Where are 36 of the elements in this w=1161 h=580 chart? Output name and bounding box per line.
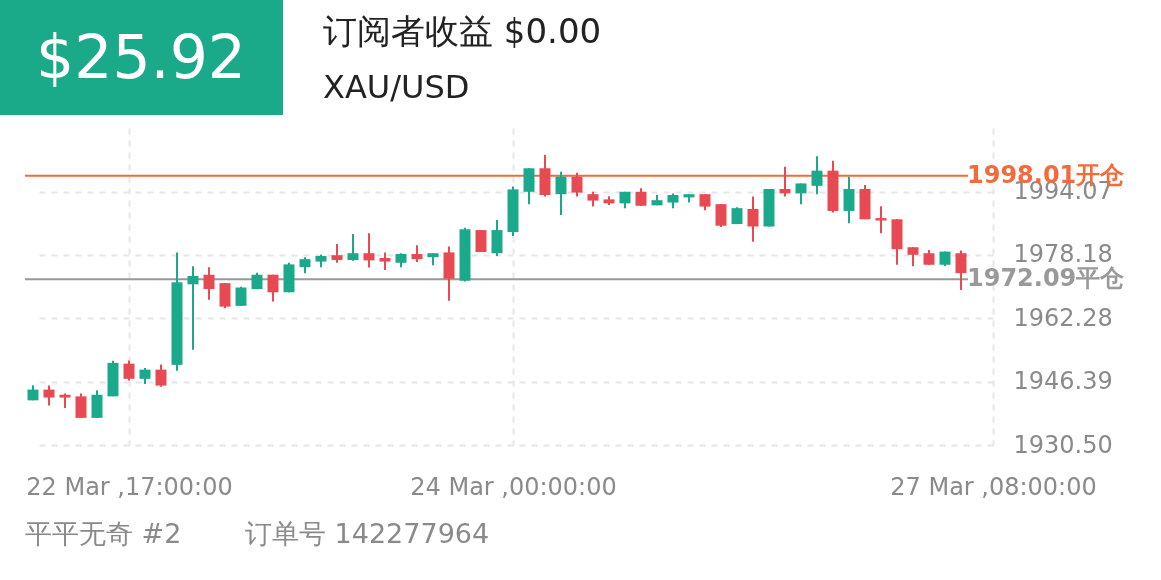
candlestick	[123, 359, 135, 382]
candlestick	[347, 233, 359, 262]
candlestick	[747, 195, 759, 243]
candlestick	[811, 155, 823, 196]
text: 订单号 142277964	[245, 518, 490, 549]
y-tick-label: 1930.50	[1013, 430, 1113, 459]
candlestick	[523, 167, 535, 206]
x-tick-label: 27 Mar ,08:00:00	[890, 472, 1097, 501]
candlestick	[75, 392, 87, 419]
y-tick-label: 1962.28	[1013, 303, 1113, 332]
y-tick-label: 1946.39	[1013, 367, 1113, 396]
candlestick	[843, 175, 855, 225]
chart-title: 订阅者收益 $0.00	[323, 11, 602, 51]
candlestick	[779, 165, 791, 198]
candlestick	[491, 219, 503, 257]
candlestick	[795, 182, 807, 206]
candlestick	[555, 170, 567, 216]
candlestick	[267, 273, 279, 303]
x-tick-label: 24 Mar ,00:00:00	[410, 472, 617, 501]
candlestick	[331, 243, 343, 264]
candlestick	[155, 363, 167, 388]
candlestick	[187, 265, 199, 351]
candlestick	[363, 232, 375, 269]
candlestick	[91, 389, 103, 419]
x-tick-label: 22 Mar ,17:00:00	[26, 472, 233, 501]
candlestick	[955, 249, 967, 291]
candlestick	[907, 246, 919, 268]
candlestick	[219, 282, 231, 310]
candlestick	[715, 203, 727, 228]
candlestick	[203, 266, 215, 301]
candlestick	[875, 205, 887, 235]
chart-subtitle: XAU/USD	[323, 68, 470, 106]
text: 平平无奇 #2	[25, 518, 182, 549]
text: $25.92	[36, 22, 246, 92]
candlestick	[43, 384, 55, 407]
candlestick	[571, 171, 583, 198]
